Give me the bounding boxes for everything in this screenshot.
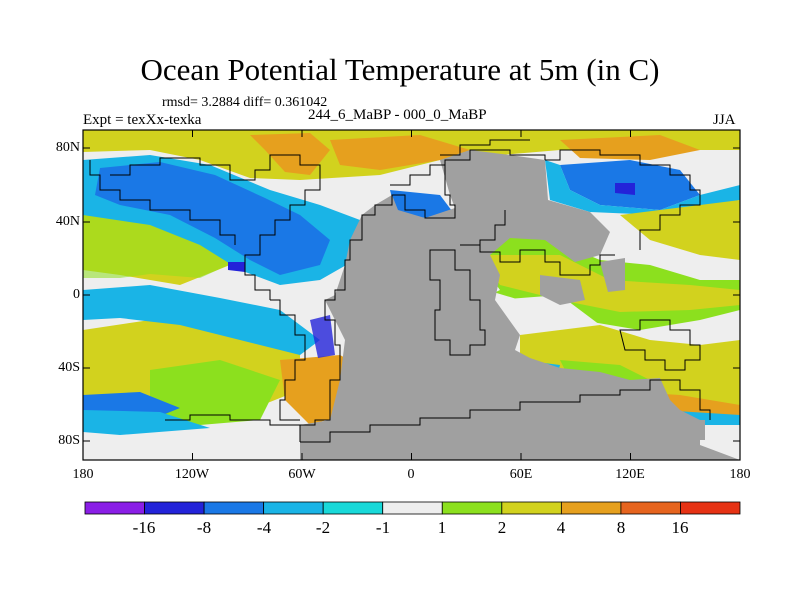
colorbar-swatch: [263, 501, 324, 515]
land-patch-south: [690, 420, 705, 440]
lon-label-60e: 60E: [509, 467, 533, 482]
colorbar-label-neg8: -8: [196, 518, 212, 537]
anomaly-region-cyan-southwest: [83, 410, 210, 435]
coastline-main: [299, 149, 546, 442]
lon-label-120e: 120E: [615, 467, 645, 482]
lat-label-80n: 80N: [55, 140, 80, 155]
colorbar-label-neg4: -4: [256, 518, 272, 537]
coastline-west: [89, 160, 236, 245]
coastline-antarctica: [300, 379, 711, 443]
land-patch-east: [600, 258, 625, 292]
stats-text: rmsd= 3.2884 diff= 0.361042: [162, 95, 328, 110]
coastline-australia: [619, 319, 701, 371]
anomaly-region-orange-northeast: [560, 135, 700, 160]
lon-label-0: 0: [407, 467, 415, 482]
coastline-arctic: [440, 139, 530, 156]
anomaly-region-darkblue-pacific: [228, 262, 245, 272]
colorbar-swatch: [441, 501, 503, 515]
anomaly-region-cyan-tropics: [83, 285, 320, 355]
chart-subtitle: 244_6_MaBP - 000_0_MaBP: [308, 107, 487, 123]
colorbar-swatch: [84, 501, 145, 515]
lat-label-40s: 40S: [58, 360, 80, 375]
colorbar: [84, 501, 741, 515]
colorbar-label-16: 16: [671, 518, 689, 537]
colorbar-swatch: [560, 501, 622, 515]
season-label: JJA: [713, 112, 736, 128]
lon-label-60w: 60W: [288, 467, 316, 482]
anomaly-region-darkblue-coast: [310, 315, 335, 358]
lon-ticks: [82, 130, 741, 460]
anomaly-region-cyan-northeast: [545, 160, 740, 215]
colorbar-label-neg2: -2: [315, 518, 331, 537]
lat-label-40n: 40N: [55, 214, 80, 229]
colorbar-label-2: 2: [497, 518, 507, 537]
anomaly-region-blue-north-pacific: [95, 162, 330, 275]
coastline-tethys: [460, 244, 615, 276]
colorbar-label-1: 1: [437, 518, 447, 537]
experiment-label: Expt = texXx-texka: [83, 112, 202, 128]
lat-label-80s: 80S: [58, 433, 80, 448]
anomaly-region-green-south: [150, 360, 280, 425]
colorbar-swatch: [144, 501, 205, 515]
coastline-east-asia: [545, 149, 701, 250]
map-field: [83, 130, 740, 460]
lon-label-120w: 120W: [174, 467, 210, 482]
coastline-europe: [390, 164, 506, 250]
coastline-south-america: [270, 299, 306, 421]
colorbar-swatch: [501, 501, 562, 515]
coastline-north-pacific: [110, 154, 321, 300]
land-mass: [300, 150, 740, 460]
coastline-africa: [429, 249, 486, 356]
lon-label-180e: 180: [729, 467, 751, 482]
colorbar-label-neg16: -16: [132, 518, 156, 537]
colorbar-swatch: [203, 501, 265, 515]
anomaly-region-blue-north: [390, 190, 455, 218]
colorbar-swatch: [322, 501, 384, 515]
chart-title: Ocean Potential Temperature at 5m (in C): [140, 52, 660, 87]
colorbar-swatch: [680, 501, 741, 515]
coastline-southwest: [165, 414, 300, 426]
anomaly-region-yellow-southeast: [520, 325, 740, 410]
anomaly-region-darkblue-northeast: [615, 183, 635, 195]
colorbar-label-4: 4: [556, 518, 566, 537]
colorbar-label-8: 8: [616, 518, 626, 537]
colorbar-swatch: [620, 501, 681, 515]
lon-label-180w: 180: [72, 467, 94, 482]
anomaly-region-orange-arctic: [330, 135, 470, 170]
colorbar-label-neg1: -1: [375, 518, 391, 537]
lat-label-0: 0: [73, 287, 80, 302]
lat-ticks: [83, 147, 740, 442]
land-patch-indian: [540, 275, 585, 305]
anomaly-region-yellow-northeast: [620, 200, 740, 260]
colorbar-swatch: [382, 501, 443, 515]
